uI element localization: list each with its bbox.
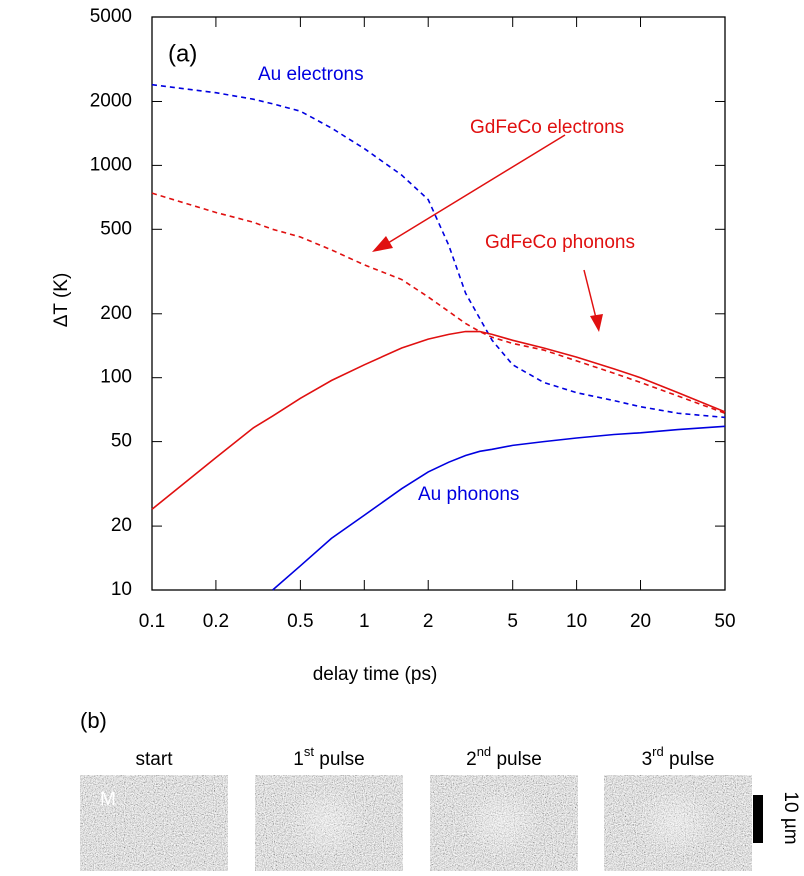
data-line bbox=[273, 426, 725, 590]
y-tick-label: 1000 bbox=[90, 154, 132, 175]
y-tick-label: 500 bbox=[100, 218, 132, 239]
x-tick-label: 2 bbox=[423, 611, 434, 632]
y-tick-label: 2000 bbox=[90, 90, 132, 111]
frame-label-suffix: pulse bbox=[664, 749, 715, 770]
y-tick-label: 200 bbox=[100, 303, 132, 324]
marker-label: M bbox=[100, 789, 116, 810]
annotation: (a) bbox=[168, 40, 197, 67]
x-axis-label: delay time (ps) bbox=[313, 664, 438, 685]
frame-label-sup: nd bbox=[477, 744, 491, 759]
x-tick-label: 50 bbox=[714, 611, 735, 632]
y-tick-label: 50 bbox=[111, 431, 132, 452]
figure: delay time (ps) ΔT (K) (b) 10 µm 0.1 0.2 0… bbox=[0, 0, 804, 871]
frame-label-suffix: pulse bbox=[491, 749, 542, 770]
scale-bar-label: 10 µm bbox=[780, 791, 801, 844]
annotation: Au phonons bbox=[418, 484, 519, 505]
frame-label: 1st pulse bbox=[293, 744, 364, 770]
domain-spot bbox=[287, 786, 367, 858]
frame-label-sup: st bbox=[304, 744, 315, 759]
x-tick-label: 10 bbox=[566, 611, 587, 632]
x-tick-label: 0.1 bbox=[139, 611, 165, 632]
arrow-line bbox=[388, 135, 565, 243]
x-tick-label: 20 bbox=[630, 611, 651, 632]
x-tick-label: 1 bbox=[359, 611, 370, 632]
x-tick-label: 0.5 bbox=[287, 611, 313, 632]
frame-label: 2nd pulse bbox=[466, 744, 542, 770]
domain-spot bbox=[462, 786, 542, 858]
data-line bbox=[152, 85, 725, 418]
arrow-head bbox=[590, 314, 603, 332]
arrow-line bbox=[584, 270, 596, 318]
annotation: GdFeCo electrons bbox=[470, 117, 624, 138]
y-tick-label: 5000 bbox=[90, 6, 132, 27]
annotation: Au electrons bbox=[258, 64, 364, 85]
x-tick-label: 5 bbox=[507, 611, 518, 632]
data-line bbox=[152, 193, 725, 413]
annotation: GdFeCo phonons bbox=[485, 232, 635, 253]
frame-label-text: 1 bbox=[293, 749, 304, 770]
panel-label: (b) bbox=[80, 708, 107, 733]
y-tick-label: 100 bbox=[100, 367, 132, 388]
y-axis-label: ΔT (K) bbox=[51, 273, 72, 328]
frame-label: 3rd pulse bbox=[642, 744, 715, 770]
frame-label-suffix: pulse bbox=[314, 749, 365, 770]
data-line bbox=[152, 332, 725, 510]
arrow-head bbox=[372, 236, 393, 252]
y-tick-label: 20 bbox=[111, 515, 132, 536]
frame-label-text: 2 bbox=[466, 749, 477, 770]
scale-bar bbox=[753, 795, 763, 843]
frame-label: start bbox=[136, 749, 174, 770]
x-tick-label: 0.2 bbox=[203, 611, 229, 632]
frame-label-sup: rd bbox=[652, 744, 664, 759]
frame-label-text: 3 bbox=[642, 749, 653, 770]
frame-label-text: start bbox=[136, 749, 174, 770]
domain-spot bbox=[636, 786, 716, 858]
y-tick-label: 10 bbox=[111, 579, 132, 600]
